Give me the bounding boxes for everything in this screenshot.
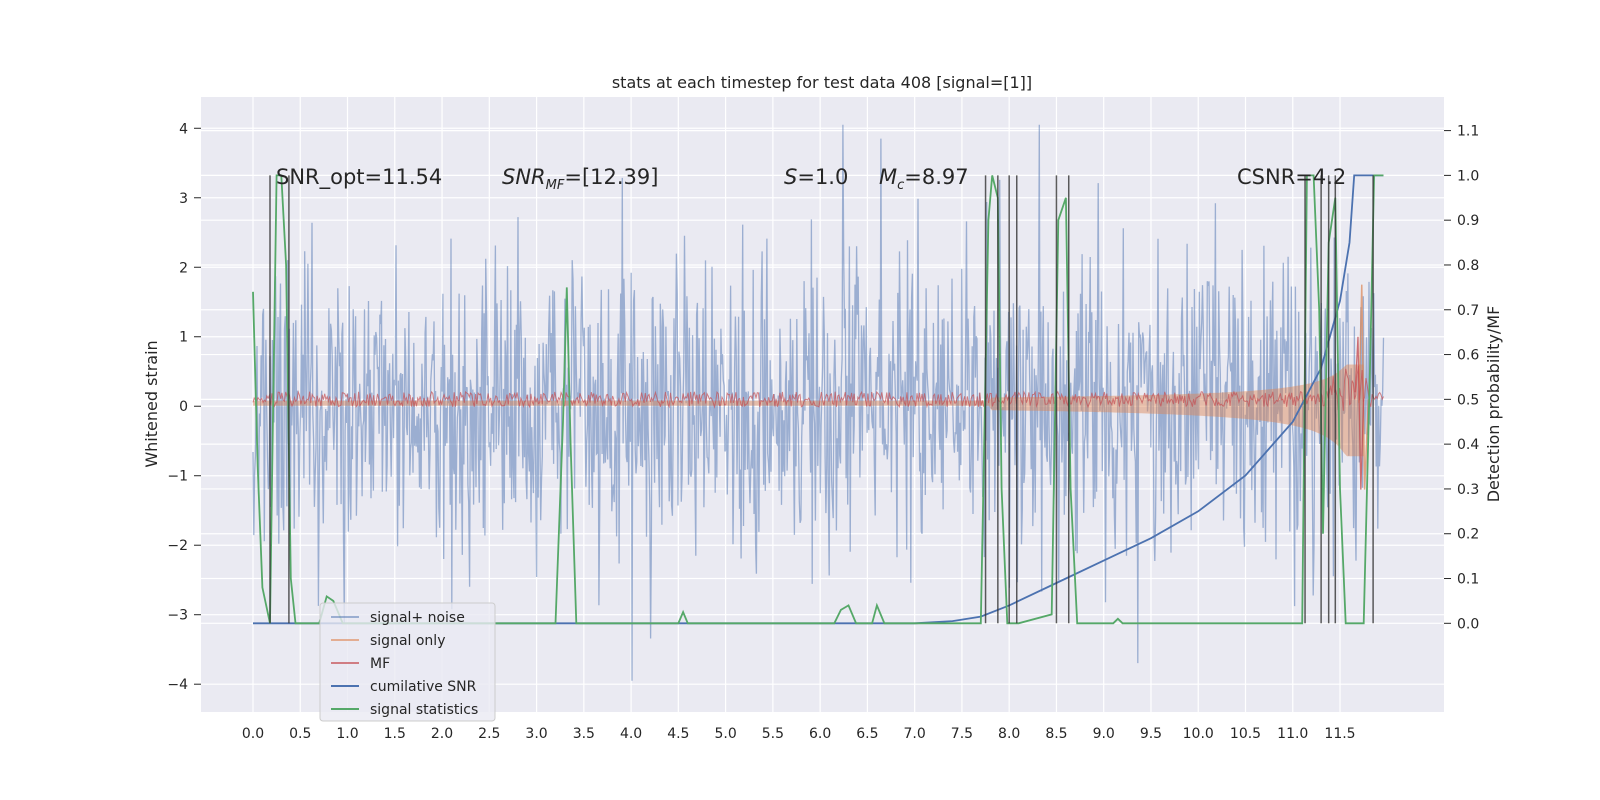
y2-tick-label: 0.4 [1457, 437, 1479, 453]
x-tick-label: 9.0 [1093, 726, 1115, 742]
x-tick-label: 5.5 [762, 726, 784, 742]
tick-layer: 0.0 0.5 1.0 1.5 2.0 2.5 3.0 3.5 4.0 4.5 5.0 5.5 6.0 6… [167, 121, 1479, 742]
annotation-csnr: CSNR=4.2 [1237, 165, 1346, 189]
y2-tick-label: 0.8 [1457, 258, 1479, 274]
y2-tick-label: 0.6 [1457, 348, 1479, 364]
x-tick-label: 11.5 [1324, 726, 1355, 742]
x-tick-label: 7.5 [951, 726, 973, 742]
x-tick-label: 4.0 [620, 726, 642, 742]
annotation-mc: Mc=8.97 [879, 165, 969, 193]
x-tick-label: 8.0 [998, 726, 1020, 742]
y2-axis-label: Detection probability/MF [1484, 306, 1503, 503]
legend-label-signal-only: signal only [370, 633, 445, 649]
series-signal-statistics [252, 174, 1384, 625]
y-tick-label: −3 [167, 608, 188, 624]
chart-title: stats at each timestep for test data 408… [612, 73, 1032, 92]
annotation-s: S=1.0 [784, 165, 848, 189]
y2-tick-label: 0.7 [1457, 303, 1479, 319]
y-tick-label: 4 [179, 121, 188, 137]
x-tick-label: 8.5 [1045, 726, 1067, 742]
x-tick-label: 0.5 [289, 726, 311, 742]
x-tick-label: 7.0 [904, 726, 926, 742]
x-tick-label: 2.0 [431, 726, 453, 742]
x-tick-label: 1.5 [384, 726, 406, 742]
y-tick-label: −1 [167, 469, 188, 485]
y2-tick-label: 0.2 [1457, 527, 1479, 543]
x-tick-label: 1.0 [336, 726, 358, 742]
y-tick-label: 0 [179, 399, 188, 415]
y-tick-label: 2 [179, 260, 188, 276]
legend: signal+ noise signal only MF cumilative … [319, 602, 496, 722]
y-tick-label: −4 [167, 677, 188, 693]
x-tick-label: 10.0 [1183, 726, 1214, 742]
legend-label-cumulative-snr: cumilative SNR [370, 679, 477, 695]
y2-tick-label: 0.9 [1457, 213, 1479, 229]
legend-box [319, 602, 496, 722]
y-tick-label: 3 [179, 191, 188, 207]
y-tick-label: 1 [179, 330, 188, 346]
vline-layer [269, 175, 1374, 624]
x-tick-label: 3.5 [573, 726, 595, 742]
x-tick-label: 2.5 [478, 726, 500, 742]
y-axis-label: Whitened strain [142, 340, 161, 467]
data-layer [252, 124, 1385, 681]
x-tick-label: 6.0 [809, 726, 831, 742]
x-tick-label: 10.5 [1230, 726, 1261, 742]
series-cumulative-snr [253, 174, 1384, 625]
series-mf [252, 366, 1384, 411]
x-tick-label: 5.0 [714, 726, 736, 742]
annotation-snr-mf: SNRMF=[12.39] [502, 165, 658, 193]
series-signal-only [253, 364, 1364, 457]
series-signal-plus-noise [252, 124, 1385, 681]
legend-label-signal-statistics: signal statistics [370, 702, 478, 718]
y2-tick-label: 0.5 [1457, 392, 1479, 408]
x-tick-label: 3.0 [525, 726, 547, 742]
x-tick-label: 4.5 [667, 726, 689, 742]
y2-tick-label: 1.1 [1457, 124, 1479, 140]
y2-tick-label: 0.0 [1457, 616, 1479, 632]
y2-tick-label: 1.0 [1457, 168, 1479, 184]
legend-label-mf: MF [370, 656, 390, 672]
y2-tick-label: 0.3 [1457, 482, 1479, 498]
legend-label-strain: signal+ noise [370, 610, 465, 626]
y-tick-label: −2 [167, 538, 188, 554]
x-tick-label: 9.5 [1140, 726, 1162, 742]
series-mf-merger [1354, 336, 1365, 490]
y2-tick-label: 0.1 [1457, 572, 1479, 588]
x-tick-label: 11.0 [1277, 726, 1308, 742]
x-tick-label: 0.0 [242, 726, 264, 742]
x-tick-label: 6.5 [856, 726, 878, 742]
annotation-snr-opt: SNR_opt=11.54 [276, 165, 442, 190]
